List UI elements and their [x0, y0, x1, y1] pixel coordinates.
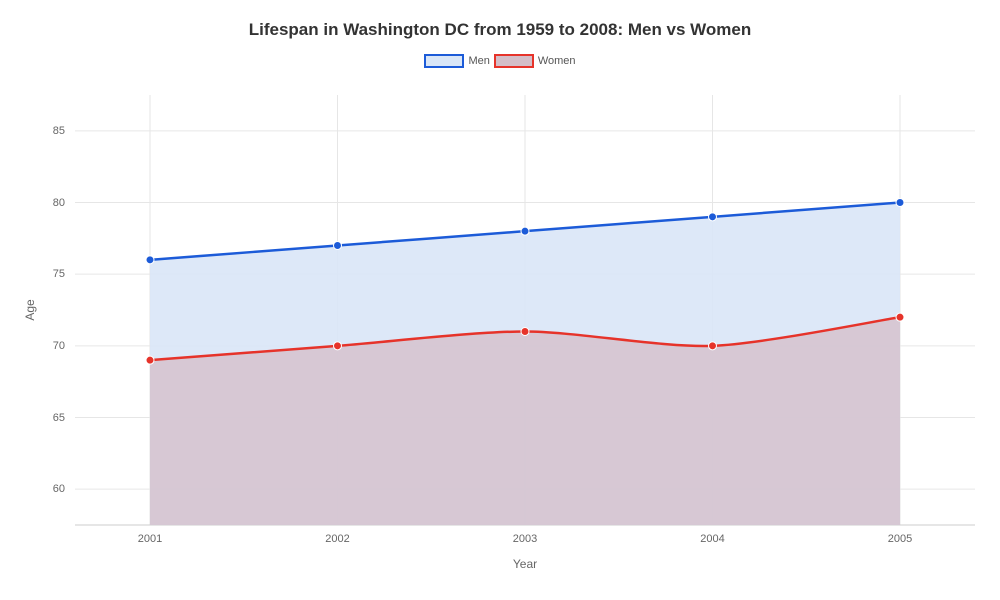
chart-container: Lifespan in Washington DC from 1959 to 2… — [0, 0, 1000, 600]
y-tick-label: 65 — [53, 412, 65, 424]
y-tick-label: 70 — [53, 340, 65, 352]
x-tick-label: 2001 — [138, 533, 162, 545]
x-tick-label: 2002 — [325, 533, 349, 545]
y-tick-label: 75 — [53, 268, 65, 280]
chart-title: Lifespan in Washington DC from 1959 to 2… — [0, 0, 1000, 40]
legend-swatch-men — [424, 54, 464, 68]
legend-item-men[interactable]: Men — [424, 54, 489, 68]
marker-men[interactable] — [521, 227, 529, 235]
plot-area — [75, 95, 975, 525]
legend: Men Women — [0, 54, 1000, 68]
legend-item-women[interactable]: Women — [494, 54, 576, 68]
marker-women[interactable] — [334, 342, 342, 350]
y-tick-label: 60 — [53, 483, 65, 495]
y-axis-label: Age — [23, 299, 37, 320]
marker-women[interactable] — [896, 313, 904, 321]
marker-men[interactable] — [334, 242, 342, 250]
x-tick-label: 2003 — [513, 533, 537, 545]
x-axis-label: Year — [513, 557, 537, 571]
marker-men[interactable] — [896, 199, 904, 207]
x-tick-label: 2005 — [888, 533, 912, 545]
legend-swatch-women — [494, 54, 534, 68]
x-tick-label: 2004 — [700, 533, 724, 545]
data-layer — [75, 95, 975, 525]
marker-women[interactable] — [709, 342, 717, 350]
y-tick-label: 80 — [53, 197, 65, 209]
marker-women[interactable] — [521, 328, 529, 336]
y-tick-label: 85 — [53, 125, 65, 137]
marker-women[interactable] — [146, 356, 154, 364]
marker-men[interactable] — [146, 256, 154, 264]
legend-label-women: Women — [538, 55, 576, 67]
legend-label-men: Men — [468, 55, 489, 67]
marker-men[interactable] — [709, 213, 717, 221]
